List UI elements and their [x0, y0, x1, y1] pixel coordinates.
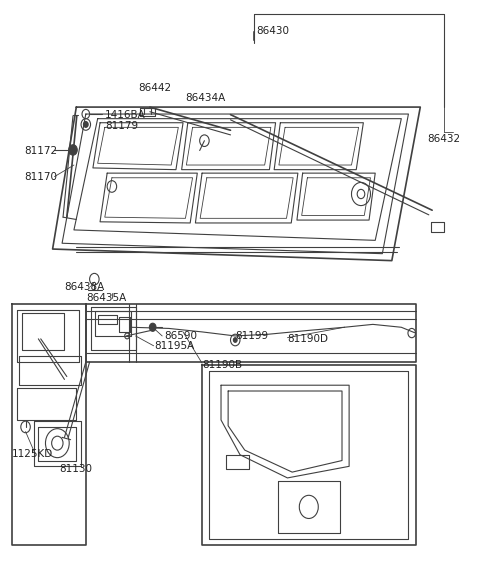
- Circle shape: [69, 144, 77, 155]
- Circle shape: [84, 122, 88, 128]
- Text: 86430: 86430: [257, 26, 289, 36]
- Text: 1125KD: 1125KD: [12, 449, 53, 459]
- Text: 86438A: 86438A: [64, 282, 105, 292]
- Text: 81190B: 81190B: [202, 360, 242, 370]
- Text: 81190D: 81190D: [288, 334, 328, 344]
- Text: 81172: 81172: [24, 146, 57, 156]
- Text: 86442: 86442: [138, 83, 171, 93]
- Text: 86432: 86432: [427, 134, 460, 144]
- Text: 81199: 81199: [235, 331, 268, 341]
- Circle shape: [233, 338, 237, 342]
- Text: 1416BA: 1416BA: [105, 110, 145, 120]
- Text: 81179: 81179: [105, 121, 138, 130]
- Text: 81195A: 81195A: [155, 341, 195, 351]
- Text: 86590: 86590: [164, 331, 197, 341]
- Text: 81130: 81130: [60, 464, 93, 474]
- Circle shape: [149, 323, 156, 331]
- Text: 86434A: 86434A: [185, 93, 226, 103]
- Text: 86435A: 86435A: [86, 293, 126, 303]
- Text: 81170: 81170: [24, 171, 57, 181]
